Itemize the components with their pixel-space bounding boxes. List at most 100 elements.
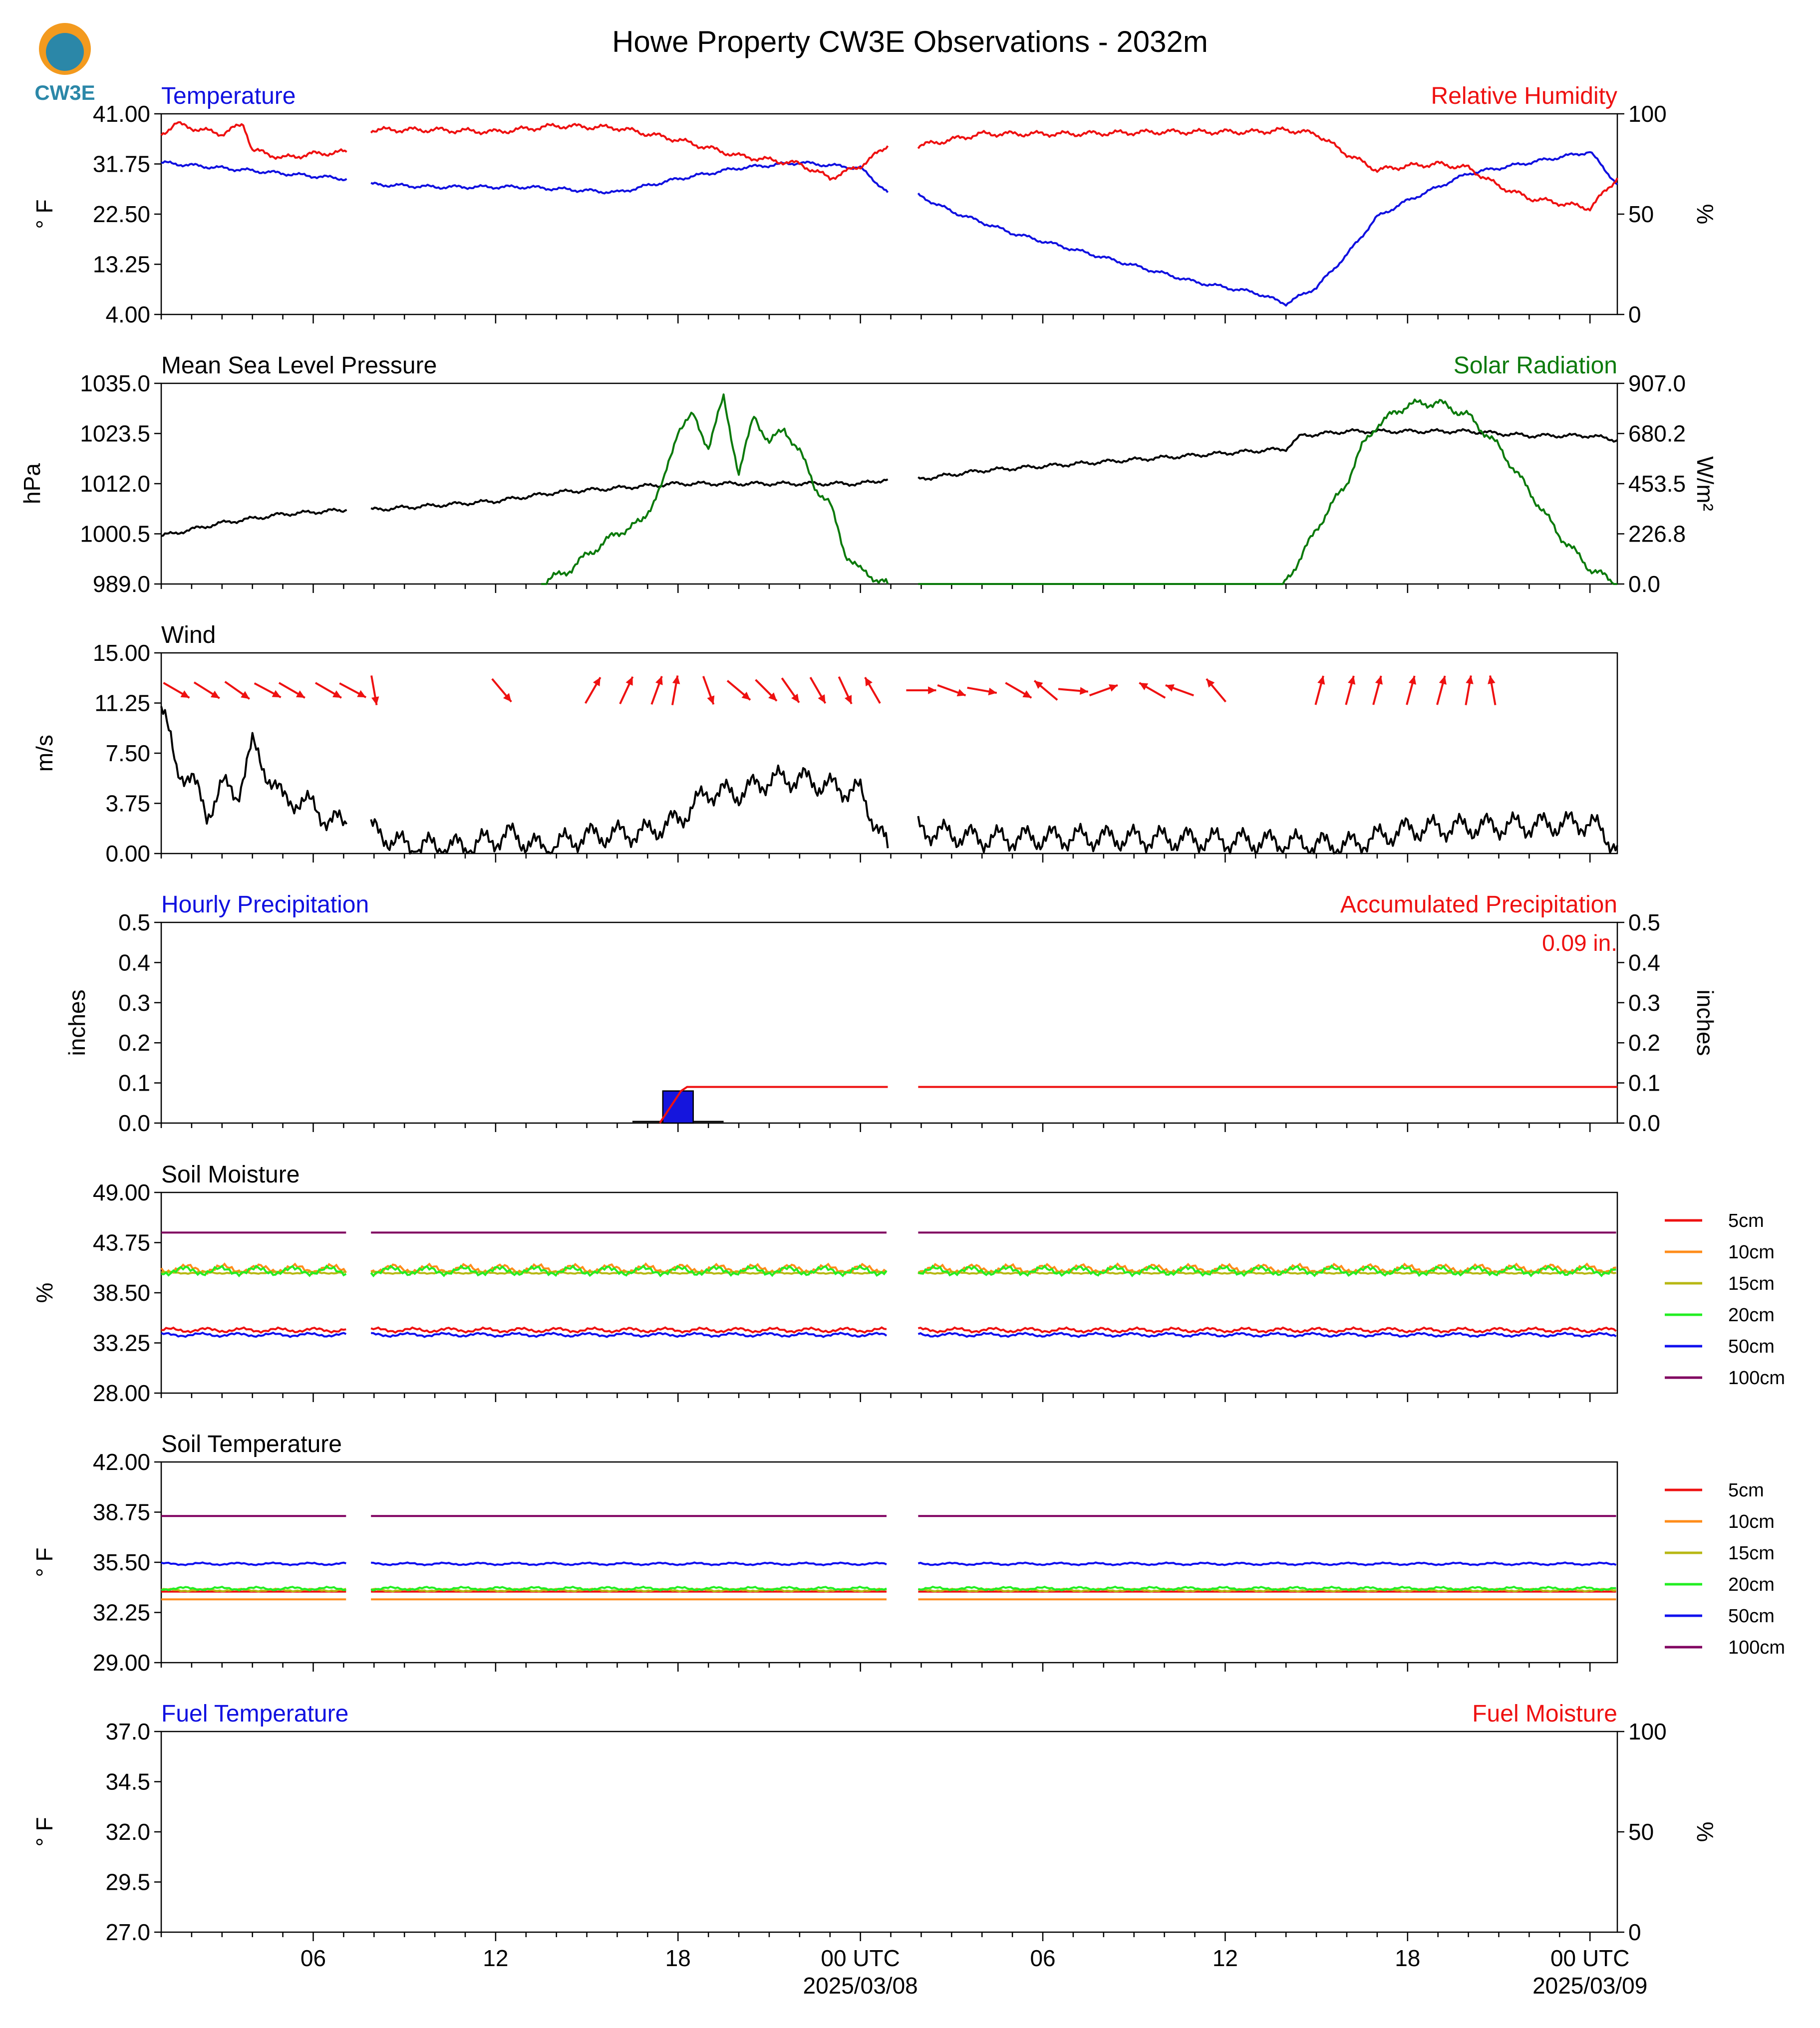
soil-line-20cm <box>917 1264 1616 1278</box>
y-tick-label-right: 50 <box>1628 201 1654 227</box>
y-tick-label: 29.5 <box>105 1869 150 1895</box>
wind-arrow-head <box>1034 680 1043 689</box>
soil-line-50cm <box>371 1561 887 1566</box>
wind-arrow-head <box>1206 679 1215 688</box>
panel-title-left: Temperature <box>161 83 296 109</box>
y-tick-label: 7.50 <box>105 740 150 766</box>
y-tick-label: 29.00 <box>93 1650 150 1676</box>
wind-arrow-head <box>296 690 305 698</box>
wind-arrow-head <box>741 691 750 700</box>
y-tick-label-right: 226.8 <box>1628 521 1686 547</box>
y-tick-label: 989.0 <box>93 571 150 597</box>
panel-2: Wind 15.00 11.25 7.50 3.75 0.00 m/s <box>31 622 1618 867</box>
y-tick-label: 34.5 <box>105 1769 150 1795</box>
wind-arrow-head <box>357 690 366 698</box>
y-axis-label: inches <box>64 990 90 1056</box>
series-line-1-1 <box>918 398 1617 585</box>
precip-total-label: 0.09 in. <box>1542 930 1617 956</box>
wind-arrow-head <box>956 689 966 697</box>
wind-arrow-head <box>272 690 281 698</box>
soil-line-20cm <box>161 1585 346 1592</box>
series-line-0-1 <box>160 121 347 160</box>
x-tick-label: 12 <box>1213 1945 1238 1971</box>
wind-arrow-head <box>818 694 826 703</box>
y-tick-label: 35.50 <box>93 1549 150 1575</box>
series-line-2-0 <box>917 811 1618 855</box>
y-tick-label-right: 0.0 <box>1628 1110 1660 1136</box>
soil-line-50cm <box>161 1561 346 1566</box>
y-tick-label: 41.00 <box>93 101 150 127</box>
wind-arrow-head <box>1439 676 1447 685</box>
soil-line-50cm <box>371 1331 888 1338</box>
wind-arrow-head <box>180 690 190 698</box>
wind-arrow-head <box>928 686 936 694</box>
soil-line-5cm <box>161 1326 346 1334</box>
y-tick-label: 0.2 <box>118 1030 150 1056</box>
x-tick-label: 06 <box>301 1945 326 1971</box>
soil-line-20cm <box>918 1585 1616 1592</box>
soil-line-50cm <box>161 1331 347 1338</box>
panel-title-left: Wind <box>161 622 216 648</box>
y-tick-label: 31.75 <box>93 151 150 177</box>
panel-title-left: Soil Moisture <box>161 1161 300 1188</box>
soil-line-15cm <box>161 1270 346 1275</box>
x-tick-label: 18 <box>665 1945 691 1971</box>
wind-arrow-head <box>988 687 997 696</box>
cw3e-logo: CW3E <box>34 23 95 104</box>
y-tick-label-right: 0.5 <box>1628 909 1660 935</box>
legend-label-100cm: 100cm <box>1728 1368 1785 1389</box>
y-tick-label: 1000.5 <box>80 521 150 547</box>
legend-label-15cm: 15cm <box>1728 1273 1775 1294</box>
series-line-1-0 <box>161 508 347 537</box>
x-tick-label: 00 UTC <box>1550 1945 1629 1971</box>
wind-arrow-head <box>241 691 250 699</box>
y-tick-label: 38.75 <box>93 1499 150 1525</box>
panel-title-right: Solar Radiation <box>1454 352 1617 379</box>
series-line-2-0 <box>160 706 348 832</box>
wind-arrow-head <box>1408 676 1416 685</box>
series-line-1-0 <box>370 478 889 512</box>
y-tick-label: 32.25 <box>93 1600 150 1626</box>
soil-line-50cm <box>917 1331 1617 1338</box>
wind-arrow-head <box>791 693 799 703</box>
y-axis-label-right: % <box>1692 204 1718 225</box>
series-line-1-1 <box>541 393 889 585</box>
y-axis-label-right: inches <box>1692 990 1718 1056</box>
logo-text: CW3E <box>34 81 95 104</box>
series-line-2-0 <box>370 764 889 855</box>
wind-arrow-head <box>1348 676 1356 685</box>
y-tick-label-right: 100 <box>1628 101 1667 127</box>
panel-title-left: Fuel Temperature <box>161 1701 348 1727</box>
wind-arrow-head <box>371 696 379 705</box>
legend-label-5cm: 5cm <box>1728 1210 1764 1231</box>
y-tick-label-right: 0 <box>1628 301 1641 327</box>
y-tick-label: 0.3 <box>118 990 150 1016</box>
wind-arrow-head <box>672 675 680 684</box>
wind-arrow-head <box>844 695 852 704</box>
y-tick-label: 0.00 <box>105 841 150 867</box>
soil-line-20cm <box>161 1264 347 1278</box>
y-tick-label: 32.0 <box>105 1819 150 1845</box>
wind-arrow-head <box>1109 684 1118 692</box>
legend-label-50cm: 50cm <box>1728 1336 1775 1357</box>
y-tick-label-right: 0.0 <box>1628 571 1660 597</box>
y-tick-label-right: 680.2 <box>1628 421 1686 447</box>
figure-title: Howe Property CW3E Observations - 2032m <box>612 25 1208 58</box>
wind-arrow-head <box>503 693 512 702</box>
panel-0: Temperature Relative Humidity 41.00 31.75 22… <box>31 83 1718 327</box>
soil-line-5cm <box>917 1326 1617 1334</box>
y-axis-label: % <box>31 1283 57 1303</box>
panel-title-right: Relative Humidity <box>1431 83 1617 109</box>
wind-arrow-head <box>655 676 663 685</box>
y-tick-label: 0.0 <box>118 1110 150 1136</box>
series-line-0-0 <box>370 160 889 195</box>
legend-label-15cm: 15cm <box>1728 1543 1775 1564</box>
wind-arrow-head <box>1466 675 1474 684</box>
y-tick-label: 1012.0 <box>80 471 150 497</box>
y-tick-label: 38.50 <box>93 1280 150 1306</box>
panel-title-left: Soil Temperature <box>161 1431 342 1457</box>
y-tick-label-right: 50 <box>1628 1819 1654 1845</box>
y-tick-label: 33.25 <box>93 1330 150 1356</box>
x-tick-label: 18 <box>1395 1945 1420 1971</box>
